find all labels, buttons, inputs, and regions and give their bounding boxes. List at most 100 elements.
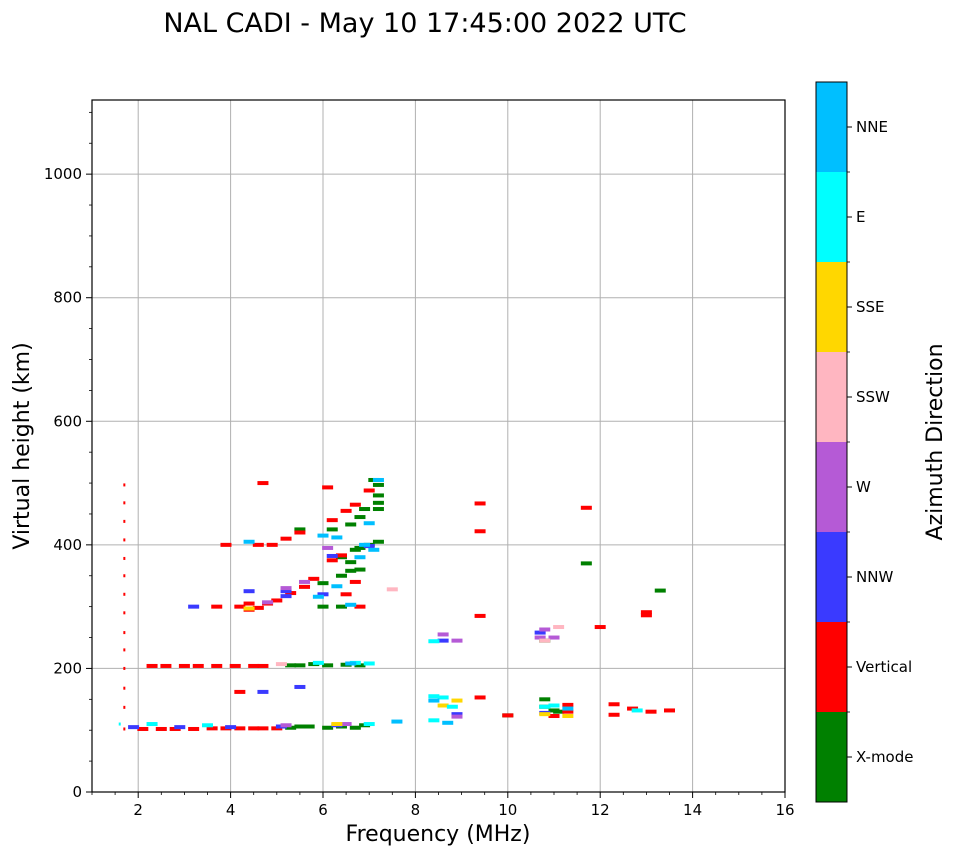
data-point-vertical (640, 613, 652, 618)
data-point-vertical (322, 485, 334, 490)
data-point-vertical (243, 601, 255, 606)
data-point-x-mode (294, 527, 306, 532)
data-point-nne (345, 661, 357, 666)
data-point-nne (312, 594, 324, 599)
data-point-sse (437, 703, 449, 708)
data-point-x-mode (335, 573, 347, 578)
data-point-vertical (335, 553, 347, 558)
data-point-e (548, 703, 560, 708)
x-tick-label: 6 (318, 801, 328, 819)
colorbar-label: SSW (856, 388, 890, 406)
data-point-vertical (123, 631, 126, 635)
data-point-vertical (123, 519, 126, 523)
data-point-x-mode (285, 663, 297, 668)
data-point-vertical (234, 604, 246, 609)
data-point-e (363, 661, 375, 666)
data-point-x-mode (354, 567, 366, 572)
data-point-vertical (123, 483, 126, 487)
data-point-nne (345, 602, 357, 607)
colorbar-label: SSE (856, 298, 885, 316)
data-point-e (631, 708, 643, 713)
data-point-w (280, 586, 292, 591)
data-point-w (322, 545, 334, 550)
data-point-vertical (123, 686, 126, 690)
data-point-vertical (123, 648, 126, 652)
data-point-w (280, 723, 292, 728)
data-point-nnw (280, 589, 292, 594)
data-point-vertical (257, 663, 269, 668)
data-point-x-mode (580, 561, 592, 566)
data-point-vertical (252, 542, 264, 547)
x-tick-label: 8 (411, 801, 421, 819)
x-tick-label: 14 (683, 801, 702, 819)
data-point-sse (539, 712, 551, 717)
data-point-nnw (257, 689, 269, 694)
data-point-x-mode (354, 515, 366, 520)
data-point-e (202, 723, 213, 728)
data-point-x-mode (335, 604, 347, 609)
data-point-vertical (474, 529, 486, 534)
colorbar-frame (815, 81, 848, 803)
data-point-vertical (271, 598, 283, 603)
data-point-vertical (146, 663, 158, 668)
axis-ticks: 2 4 6 8 10 12 14 16 0 200 400 600 800 1000 (44, 111, 795, 819)
grid (92, 100, 785, 792)
data-point-nnw (243, 589, 255, 594)
y-tick-label: 400 (53, 536, 82, 554)
data-point-nne (317, 533, 329, 538)
data-point-e (446, 704, 458, 709)
data-point-w (340, 722, 352, 727)
y-tick-label: 0 (72, 783, 82, 801)
data-point-x-mode (303, 724, 315, 729)
data-point-nne (368, 547, 380, 552)
data-point-ssw (553, 625, 565, 630)
data-point-vertical (294, 530, 306, 535)
data-point-w (451, 638, 463, 643)
data-point-nne (442, 720, 454, 725)
data-point-vertical (474, 613, 486, 618)
colorbar-swatch (816, 262, 847, 352)
data-point-vertical (188, 726, 200, 731)
data-point-ssw (275, 662, 287, 667)
y-tick-label: 800 (53, 289, 82, 307)
data-point-vertical (206, 726, 218, 731)
data-point-x-mode (372, 500, 384, 505)
data-point-x-mode (322, 725, 334, 730)
data-point-vertical (608, 702, 620, 707)
data-point-vertical (280, 536, 292, 541)
data-point-sse (243, 606, 255, 611)
data-point-w (539, 627, 551, 632)
data-point-vertical (354, 604, 366, 609)
colorbar-swatch (816, 172, 847, 262)
data-point-nnw (128, 725, 140, 730)
data-point-e (428, 694, 440, 699)
data-point-nne (428, 698, 440, 703)
y-axis-label: Virtual height (km) (10, 342, 35, 549)
data-point-vertical (123, 705, 126, 709)
colorbar-label: NNW (856, 568, 893, 586)
data-point-x-mode (354, 663, 366, 668)
y-tick-label: 600 (53, 412, 82, 430)
data-point-x-mode (372, 507, 384, 512)
data-point-sse (331, 722, 343, 727)
data-point-e (312, 660, 324, 665)
data-point-vertical (257, 726, 269, 731)
data-point-nne (372, 477, 384, 482)
data-point-nne (331, 584, 343, 589)
data-point-e (428, 639, 440, 644)
data-point-nnw (188, 604, 200, 609)
plot-area-frame (91, 99, 786, 793)
x-tick-label: 12 (591, 801, 610, 819)
colorbar-swatch (816, 622, 847, 712)
data-point-x-mode (294, 724, 306, 729)
data-point-x-mode (654, 588, 666, 593)
data-point-x-mode (553, 709, 565, 714)
data-point-vertical (192, 663, 204, 668)
data-point-vertical (123, 501, 126, 505)
data-point-e (437, 695, 449, 700)
data-point-e (539, 704, 551, 709)
x-tick-label: 10 (498, 801, 517, 819)
data-point-vertical (594, 625, 606, 630)
data-point-nne (562, 706, 574, 711)
